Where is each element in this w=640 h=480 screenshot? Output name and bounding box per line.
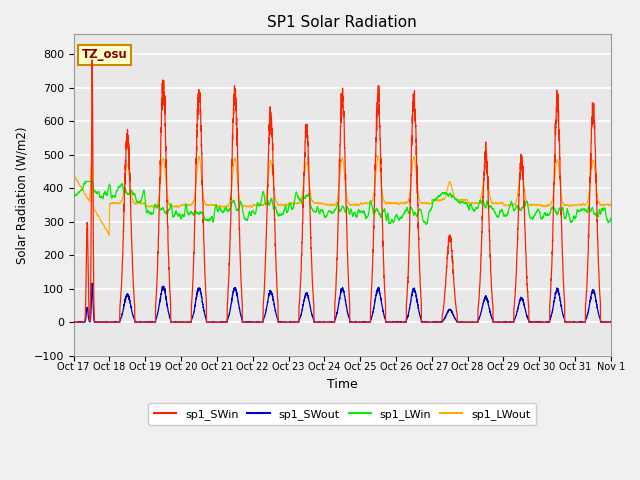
Text: TZ_osu: TZ_osu	[82, 48, 127, 61]
Legend: sp1_SWin, sp1_SWout, sp1_LWin, sp1_LWout: sp1_SWin, sp1_SWout, sp1_LWin, sp1_LWout	[148, 403, 536, 425]
Y-axis label: Solar Radiation (W/m2): Solar Radiation (W/m2)	[15, 126, 28, 264]
Title: SP1 Solar Radiation: SP1 Solar Radiation	[268, 15, 417, 30]
X-axis label: Time: Time	[327, 378, 358, 391]
